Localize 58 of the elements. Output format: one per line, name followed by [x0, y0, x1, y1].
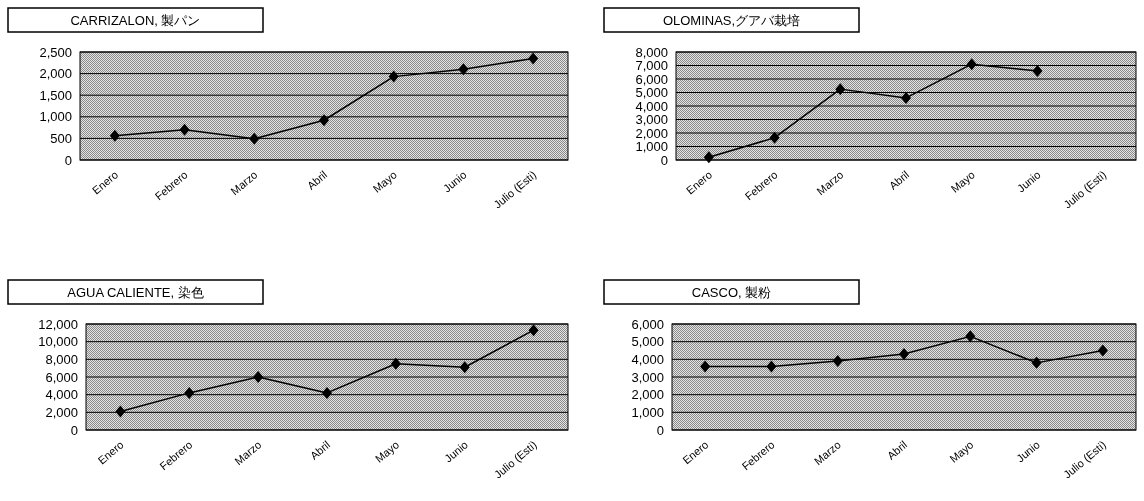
y-tick-label: 6,000: [635, 71, 668, 87]
y-tick-label: 2,000: [635, 125, 668, 141]
y-tick-label: 6,000: [631, 316, 664, 332]
y-tick-label: 1,500: [39, 87, 72, 103]
y-tick-label: 0: [64, 152, 72, 168]
point: [899, 348, 909, 361]
chart-title: OLOMINAS,グアバ栽培: [662, 13, 801, 28]
y-tick-label: 0: [656, 422, 664, 438]
point: [458, 63, 469, 76]
chart-title: AGUA CALIENTE, 染色: [67, 285, 204, 300]
point: [769, 131, 780, 144]
y-tick-label: 4,000: [631, 351, 664, 367]
point: [388, 70, 399, 83]
y-tick-label: 2,000: [45, 404, 78, 420]
point: [1097, 344, 1108, 357]
y-tick-label: 1,000: [631, 404, 664, 420]
y-tick-label: 2,000: [39, 66, 72, 82]
point: [115, 405, 126, 418]
point: [1031, 356, 1042, 369]
y-tick-label: 500: [50, 130, 72, 146]
point: [766, 360, 777, 373]
y-tick-label: 7,000: [635, 58, 668, 73]
y-tick-label: 2,000: [631, 387, 664, 403]
y-tick-label: 1,000: [635, 139, 668, 154]
point: [966, 58, 977, 71]
y-tick-label: 3,000: [631, 369, 664, 385]
point: [322, 386, 332, 399]
point: [528, 52, 539, 65]
chart-title: CARRIZALON, 製パン: [70, 13, 201, 28]
point: [179, 123, 190, 136]
y-tick-label: 0: [70, 422, 78, 438]
y-tick-label: 3,000: [635, 112, 668, 127]
point: [700, 360, 711, 373]
y-tick-label: 6,000: [45, 369, 78, 385]
y-tick-label: 8,000: [635, 44, 668, 60]
chart-title: CASCO, 製粉: [691, 285, 772, 300]
point: [832, 355, 843, 368]
y-tick-label: 8,000: [45, 351, 78, 367]
point: [965, 330, 976, 343]
y-tick-label: 4,000: [635, 98, 668, 114]
point: [703, 151, 714, 164]
point: [390, 357, 401, 370]
y-tick-label: 10,000: [38, 334, 78, 350]
point: [459, 361, 470, 374]
y-tick-label: 12,000: [38, 316, 78, 332]
y-tick-label: 2,500: [39, 44, 72, 60]
point: [253, 371, 264, 383]
y-tick-label: 5,000: [631, 334, 664, 350]
point: [835, 83, 846, 96]
point: [249, 132, 260, 145]
y-tick-label: 1,000: [39, 109, 72, 125]
point: [184, 386, 195, 399]
y-tick-label: 5,000: [635, 85, 668, 100]
y-tick-label: 0: [660, 152, 668, 168]
y-tick-label: 4,000: [45, 387, 78, 403]
point: [528, 324, 539, 337]
point: [319, 114, 329, 127]
point: [109, 129, 120, 142]
